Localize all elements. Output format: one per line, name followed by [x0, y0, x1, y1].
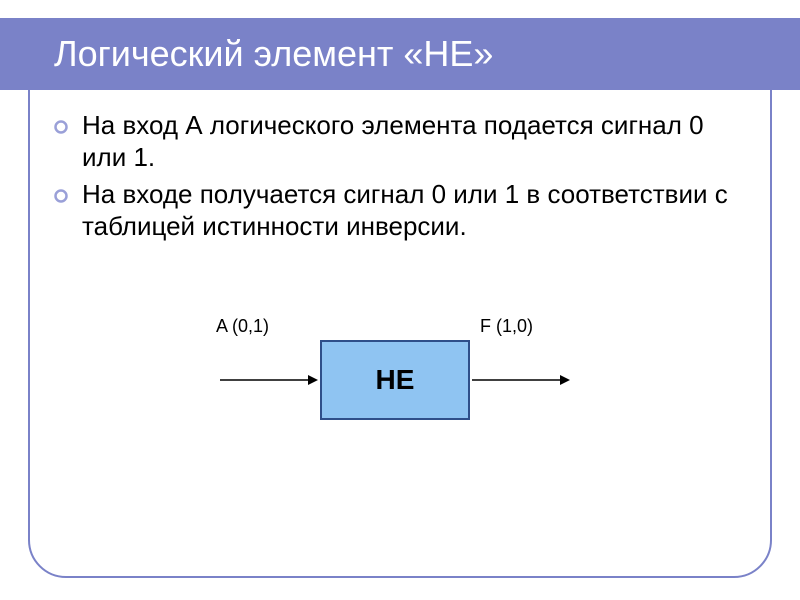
slide-frame [28, 18, 772, 578]
not-gate-diagram: A (0,1) F (1,0) НЕ [120, 330, 680, 450]
bullet-item: На входе получается сигнал 0 или 1 в соо… [54, 179, 754, 242]
bullet-marker-icon [54, 120, 68, 134]
title-bar: Логический элемент «НЕ» [0, 18, 800, 90]
gate-label: НЕ [376, 364, 415, 396]
input-label: A (0,1) [216, 316, 269, 337]
content-area: На вход А логического элемента подается … [54, 110, 754, 249]
input-arrow-icon [220, 373, 330, 387]
output-arrow-icon [472, 373, 582, 387]
output-label: F (1,0) [480, 316, 533, 337]
bullet-text: На входе получается сигнал 0 или 1 в соо… [82, 179, 754, 242]
bullet-marker-icon [54, 189, 68, 203]
gate-box: НЕ [320, 340, 470, 420]
bullet-item: На вход А логического элемента подается … [54, 110, 754, 173]
bullet-text: На вход А логического элемента подается … [82, 110, 754, 173]
slide-title: Логический элемент «НЕ» [54, 33, 493, 75]
